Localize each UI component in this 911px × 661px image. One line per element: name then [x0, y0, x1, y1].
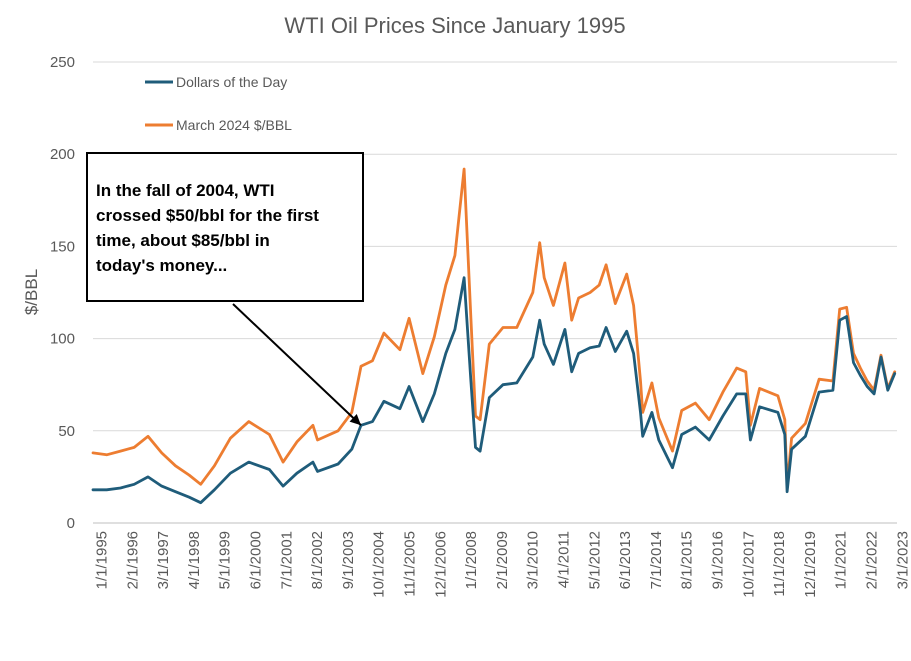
- annotation-line: time, about $85/bbl in: [96, 231, 270, 250]
- series-lines: [91, 167, 897, 505]
- annotation-arrow: [232, 303, 362, 426]
- x-tick-label: 11/1/2005: [402, 531, 419, 597]
- chart-title: WTI Oil Prices Since January 1995: [284, 13, 625, 38]
- x-tick-label: 3/1/2023: [894, 531, 911, 589]
- annotation-line: crossed $50/bbl for the first: [96, 206, 319, 225]
- y-tick-label: 150: [50, 238, 75, 255]
- x-tick-label: 6/1/2000: [248, 531, 265, 589]
- x-tick-label: 7/1/2014: [648, 531, 665, 589]
- x-tick-label: 11/1/2018: [771, 531, 788, 597]
- y-tick-label: 0: [67, 515, 75, 532]
- x-tick-label: 8/1/2015: [679, 531, 696, 589]
- x-tick-label: 1/1/1995: [94, 531, 111, 589]
- y-tick-label: 100: [50, 331, 75, 348]
- annotation-arrow-line: [232, 303, 362, 426]
- y-tick-label: 250: [50, 54, 75, 71]
- y-tick-label: 50: [58, 423, 75, 440]
- x-tick-label: 7/1/2001: [278, 531, 295, 589]
- x-tick-label: 9/1/2003: [340, 531, 357, 589]
- y-axis-title: $/BBL: [22, 269, 41, 315]
- x-tick-label: 12/1/2019: [802, 531, 819, 598]
- x-tick-label: 1/1/2008: [463, 531, 480, 589]
- annotation-line: today's money...: [96, 256, 228, 275]
- x-tick-label: 9/1/2016: [710, 531, 727, 589]
- series-line-dollars-of-the-day: [91, 276, 897, 505]
- x-tick-label: 2/1/2009: [494, 531, 511, 589]
- legend: Dollars of the Day March 2024 $/BBL: [145, 74, 292, 133]
- x-tick-label: 2/1/2022: [864, 531, 881, 589]
- x-tick-label: 5/1/1999: [217, 531, 234, 589]
- annotation-arrow-head: [349, 414, 361, 426]
- x-tick-label: 10/1/2017: [740, 531, 757, 598]
- x-tick-label: 12/1/2006: [432, 531, 449, 598]
- x-tick-label: 1/1/2021: [833, 531, 850, 589]
- annotation-line: In the fall of 2004, WTI: [96, 181, 275, 200]
- legend-label-dollars-of-the-day: Dollars of the Day: [176, 74, 287, 90]
- x-tick-label: 5/1/2012: [586, 531, 603, 589]
- x-tick-label: 4/1/1998: [186, 531, 203, 589]
- x-tick-labels: 1/1/1995 2/1/1996 3/1/1997 4/1/1998 5/1/1999…: [94, 531, 911, 598]
- legend-label-march-2024: March 2024 $/BBL: [176, 117, 292, 133]
- x-tick-label: 2/1/1996: [124, 531, 141, 589]
- x-tick-label: 6/1/2013: [617, 531, 634, 589]
- x-tick-label: 3/1/1997: [155, 531, 172, 589]
- y-tick-labels: 0 50 100 150 200 250: [50, 54, 75, 532]
- annotation-callout: In the fall of 2004, WTI crossed $50/bbl…: [86, 152, 364, 302]
- y-tick-label: 200: [50, 146, 75, 163]
- x-tick-label: 10/1/2004: [371, 531, 388, 598]
- x-tick-label: 8/1/2002: [309, 531, 326, 589]
- x-tick-label: 4/1/2011: [556, 531, 573, 588]
- x-tick-label: 3/1/2010: [525, 531, 542, 589]
